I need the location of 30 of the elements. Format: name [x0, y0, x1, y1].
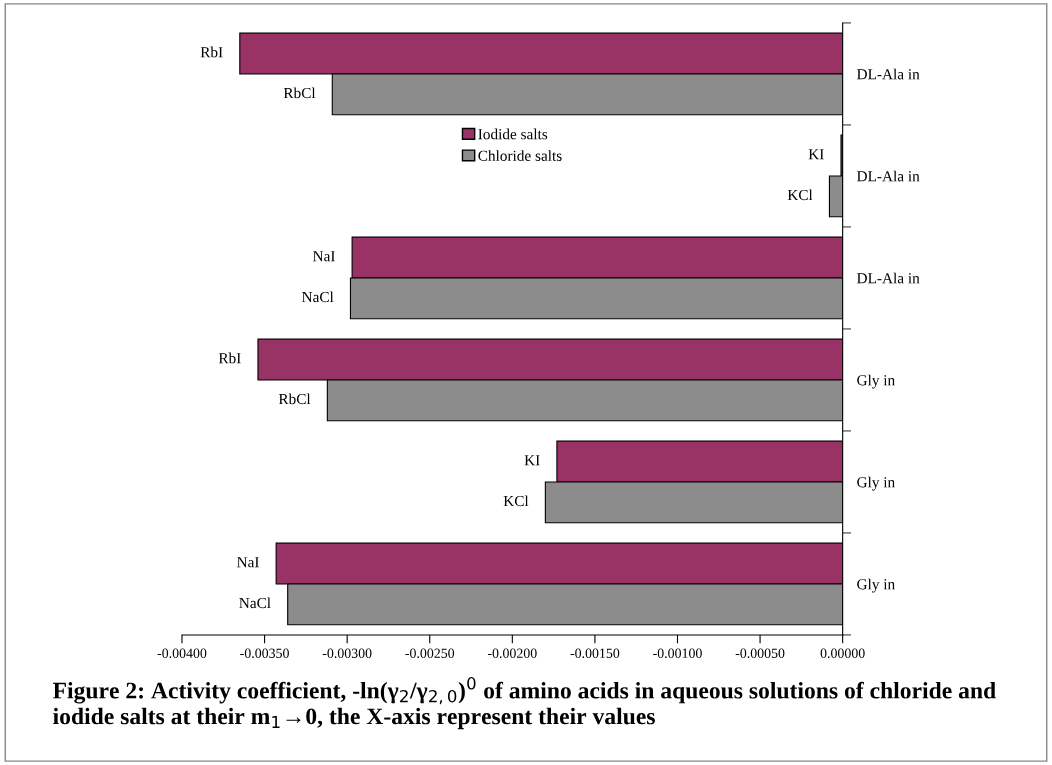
x-tick-label: -0.00350: [240, 648, 289, 658]
data-label: NaCl: [239, 597, 271, 609]
x-tick-label: 0.00000: [820, 648, 865, 658]
y-tick-label: DL-Ala in: [856, 170, 920, 182]
data-label: KI: [808, 149, 824, 160]
data-label: RbCl: [278, 393, 311, 405]
legend-label: Chloride salts: [478, 150, 562, 161]
data-label: NaI: [312, 251, 335, 262]
x-tick-label: -0.00200: [487, 648, 537, 658]
x-tick-label: -0.00050: [735, 648, 785, 658]
y-tick-label: Gly in: [857, 374, 895, 389]
data-label: NaCl: [301, 291, 334, 303]
data-label: RbCl: [283, 87, 316, 99]
chart-title: Figure 2: Activity coefficient, -ln(γ$_{2}$/γ$_{2,0}$)$^{0}$ of amino acids in aqueous solutions of chloride and iodide salts at their m$_{1}$→0, the X-axis represent their values: [53, 677, 996, 730]
data-label: KI: [524, 455, 540, 466]
x-tick-label: -0.00100: [653, 648, 702, 658]
y-tick-label: Gly in: [857, 578, 895, 593]
data-label: RbI: [218, 352, 241, 364]
data-label: NaI: [237, 557, 259, 568]
y-tick-label: DL-Ala in: [856, 272, 920, 284]
x-tick-label: -0.00150: [570, 648, 620, 658]
data-label: KCl: [503, 495, 529, 507]
data-label: KCl: [787, 189, 813, 201]
x-tick-label: -0.00250: [405, 648, 455, 658]
data-label: RbI: [200, 46, 223, 58]
y-tick-label: Gly in: [857, 476, 895, 491]
x-tick-label: -0.00400: [157, 648, 207, 658]
x-tick-label: -0.00300: [322, 648, 372, 658]
legend-label: Iodide salts: [478, 128, 548, 140]
y-tick-label: DL-Ala in: [856, 68, 920, 80]
